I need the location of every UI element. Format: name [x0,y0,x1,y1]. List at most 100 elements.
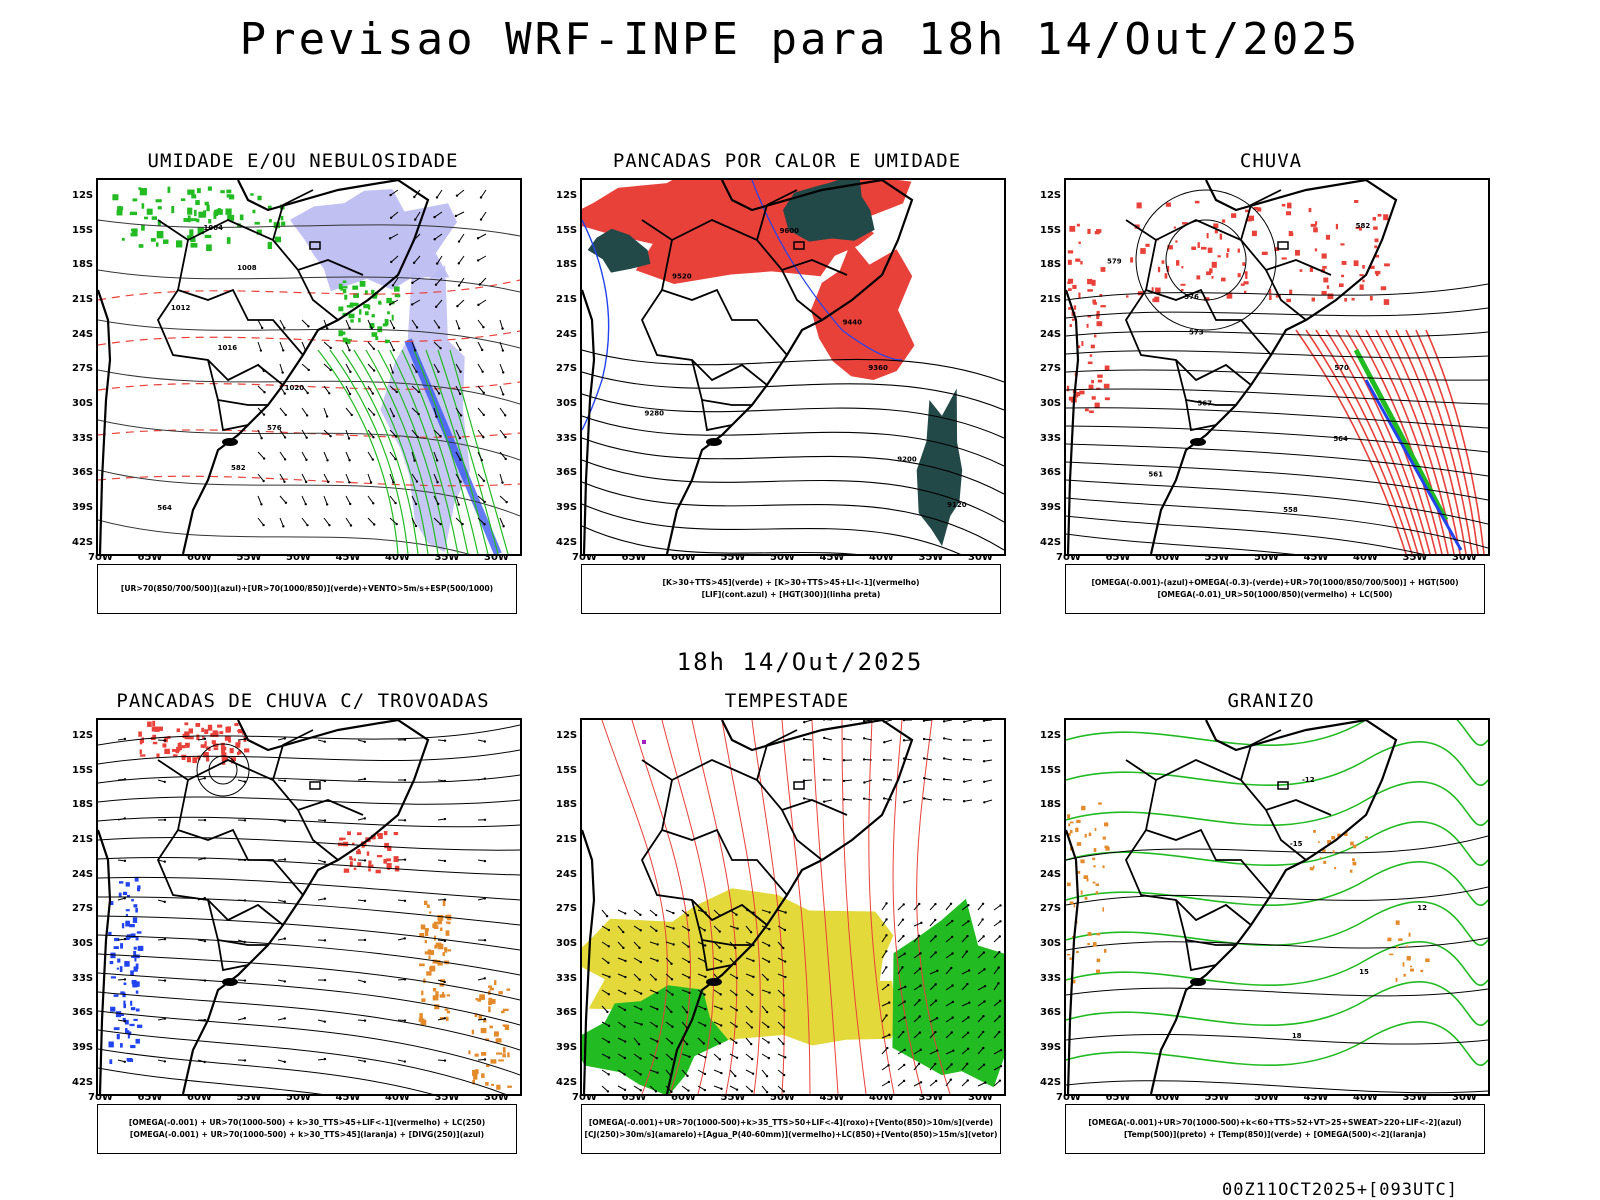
legend-box: [OMEGA(-0.001)+UR>70(1000-500)+k<60+TTS>… [1065,1104,1485,1154]
latitude-label: 21S [1040,294,1062,305]
legend-line: [OMEGA(-0.001)+UR>70(1000-500)+k<60+TTS>… [1088,1118,1462,1127]
longitude-label: 70W [572,1092,597,1103]
latitude-label: 39S [72,1042,94,1053]
longitude-label: 30W [1452,1092,1477,1103]
longitude-label: 35W [1402,552,1428,563]
latitude-label: 12S [556,190,578,201]
contour-label: 564 [157,504,172,512]
latitude-label: 15S [72,764,94,776]
latitude-label: 36S [72,1007,94,1019]
latitude-label: 30S [556,938,578,949]
latitude-label: 27S [72,363,94,375]
longitude-label: 60W [187,552,212,563]
contour-label: 9600 [780,227,800,235]
latitude-label: 15S [1040,764,1062,776]
legend-line: [OMEGA(-0.001)-(azul)+OMEGA(-0.3)-(verde… [1091,578,1459,587]
longitude-label: 55W [1204,1092,1230,1103]
longitude-label: 50W [1254,1092,1279,1103]
latitude-label: 18S [72,799,94,811]
contour-label: 1016 [218,344,238,352]
map-panel-pancadas-calor: PANCADAS POR CALOR E UMIDADE 12S 15S 18S 21S… [556,150,1042,640]
longitude-label: 70W [88,1092,113,1103]
longitude-label: 35W [918,1092,944,1103]
latitude-label: 33S [556,972,578,984]
latitude-label: 30S [556,398,578,409]
legend-line: [OMEGA(-0.001) + UR>70(1000-500) + k>30_… [128,1118,486,1127]
contour-label: 576 [1184,293,1199,301]
longitude-label: 35W [918,552,944,563]
contour-label: 561 [1148,471,1163,479]
latitude-label: 21S [72,834,94,845]
contour-label: 9520 [672,273,692,281]
longitude-label: 35W [434,552,460,563]
longitude-label: 60W [1155,552,1180,563]
latitude-label: 33S [1040,972,1062,984]
latitude-label: 42S [1040,1076,1062,1088]
latitude-label: 21S [72,294,94,305]
contour-label: 9280 [644,410,664,418]
contour-label: 9200 [897,455,917,463]
contour-label: 9360 [868,364,888,372]
panel-title: CHUVA [1239,150,1303,172]
contour-label: 576 [267,424,282,432]
legend-box: [UR>70(850/700/500)](azul)+[UR>70(1000/8… [97,564,517,614]
contour-label: 573 [1189,328,1204,336]
longitude-label: 65W [137,1092,163,1103]
latitude-label: 39S [556,502,578,513]
latitude-label: 39S [556,1042,578,1053]
contour-label: -12 [1302,776,1315,784]
longitude-label: 50W [770,1092,795,1103]
longitude-label: 60W [1155,1092,1180,1103]
latitude-label: 12S [1040,190,1062,201]
map-panel-chuva: CHUVA 12S 15S 18S 21S 24S 27S 30S 33S 36S 39S 42S 70… [1040,150,1526,640]
latitude-label: 33S [556,432,578,444]
panel-title: TEMPESTADE [724,690,850,712]
latitude-label: 30S [72,938,94,949]
latitude-label: 27S [556,903,578,915]
latitude-label: 12S [72,730,94,741]
longitude-label: 40W [385,1092,410,1103]
legend-line: [UR>70(850/700/500)](azul)+[UR>70(1000/8… [120,584,494,593]
latitude-label: 15S [1040,224,1062,236]
weather-map: -12 -15 12 15 18 [1064,718,1490,1096]
longitude-label: 45W [335,1092,361,1103]
legend-line: [OMEGA(-0.001) + UR>70(1000-500) + k>30_… [129,1130,485,1139]
legend-line: [OMEGA(-0.001)+UR>70(1000-500)+k>35_TTS>… [588,1118,994,1127]
latitude-label: 24S [72,868,94,880]
latitude-label: 18S [72,259,94,271]
latitude-label: 36S [72,467,94,479]
latitude-label: 39S [1040,1042,1062,1053]
longitude-label: 60W [671,1092,696,1103]
longitude-label: 60W [671,552,696,563]
longitude-label: 65W [621,1092,647,1103]
latitude-label: 36S [556,467,578,479]
model-run-stamp: 00Z11OCT2025+[093UTC] [1222,1180,1458,1200]
latitude-label: 36S [556,1007,578,1019]
latitude-label: 42S [72,536,94,548]
legend-line: [OMEGA(-0.01)_UR>50(1000/850)(vermelho) … [1157,590,1393,599]
longitude-label: 70W [88,552,113,563]
latitude-label: 36S [1040,467,1062,479]
longitude-label: 70W [1056,1092,1081,1103]
latitude-label: 21S [1040,834,1062,845]
contour-label: 1012 [171,304,191,312]
weather-map: 1004 1008 1012 1016 1020 576 582 564 [96,178,522,556]
legend-box: [OMEGA(-0.001)-(azul)+OMEGA(-0.3)-(verde… [1065,564,1485,614]
legend-line: [CJ(250)>30m/s](amarelo)+[Agua_P(40-60mm… [584,1130,998,1139]
weather-map [96,718,522,1096]
latitude-label: 33S [72,972,94,984]
weather-map [580,718,1006,1096]
longitude-label: 55W [720,1092,746,1103]
longitude-label: 70W [1056,552,1081,563]
longitude-label: 65W [1105,1092,1131,1103]
longitude-label: 30W [968,552,993,563]
longitude-label: 50W [286,1092,311,1103]
longitude-label: 65W [621,552,647,563]
latitude-label: 39S [1040,502,1062,513]
longitude-label: 50W [770,552,795,563]
latitude-label: 42S [72,1076,94,1088]
latitude-label: 42S [556,1076,578,1088]
map-panel-tempestade: TEMPESTADE 12S 15S 18S 21S 24S 27S 30S 33S 36S 39S… [556,690,1042,1180]
longitude-label: 40W [385,552,410,563]
latitude-label: 15S [72,224,94,236]
